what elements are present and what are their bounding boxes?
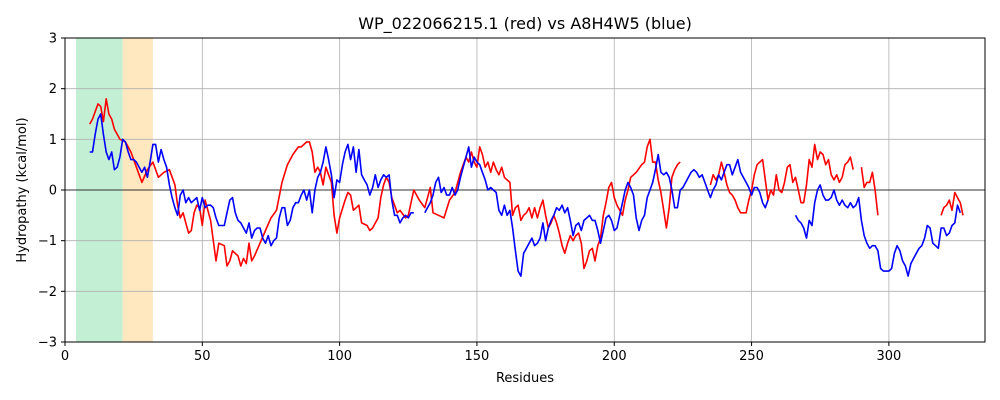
y-axis-label: Hydropathy (kcal/mol) — [15, 117, 30, 262]
x-tick-label: 300 — [876, 349, 901, 364]
x-tick-label: 250 — [739, 349, 764, 364]
y-tick-label: 1 — [49, 133, 57, 148]
series-1-segment-1 — [424, 146, 769, 277]
y-tick-label: −3 — [38, 336, 57, 351]
y-tick-label: −1 — [38, 234, 57, 249]
series-1-segment-0 — [89, 113, 414, 247]
y-tick-label: 2 — [49, 82, 57, 97]
x-tick-label: 150 — [465, 349, 490, 364]
x-axis-label: Residues — [496, 371, 554, 386]
x-tick-label: 100 — [327, 349, 352, 364]
y-tick-label: 3 — [49, 32, 57, 47]
series-1-segment-2 — [794, 184, 962, 277]
x-tick-label: 0 — [61, 349, 69, 364]
x-tick-label: 50 — [194, 349, 211, 364]
y-axis-ticks: −3 −2 −1 0 1 2 3 — [38, 32, 65, 351]
y-tick-label: −2 — [38, 285, 57, 300]
y-tick-label: 0 — [49, 184, 57, 199]
chart-title: WP_022066215.1 (red) vs A8H4W5 (blue) — [358, 14, 692, 34]
x-tick-label: 200 — [602, 349, 627, 364]
series-0-segment-1 — [709, 143, 854, 214]
x-axis-ticks: 0 50 100 150 200 250 300 — [61, 342, 901, 364]
series-0-segment-2 — [860, 167, 879, 216]
series-0-segment-3 — [940, 191, 964, 216]
series-lines — [89, 98, 964, 277]
